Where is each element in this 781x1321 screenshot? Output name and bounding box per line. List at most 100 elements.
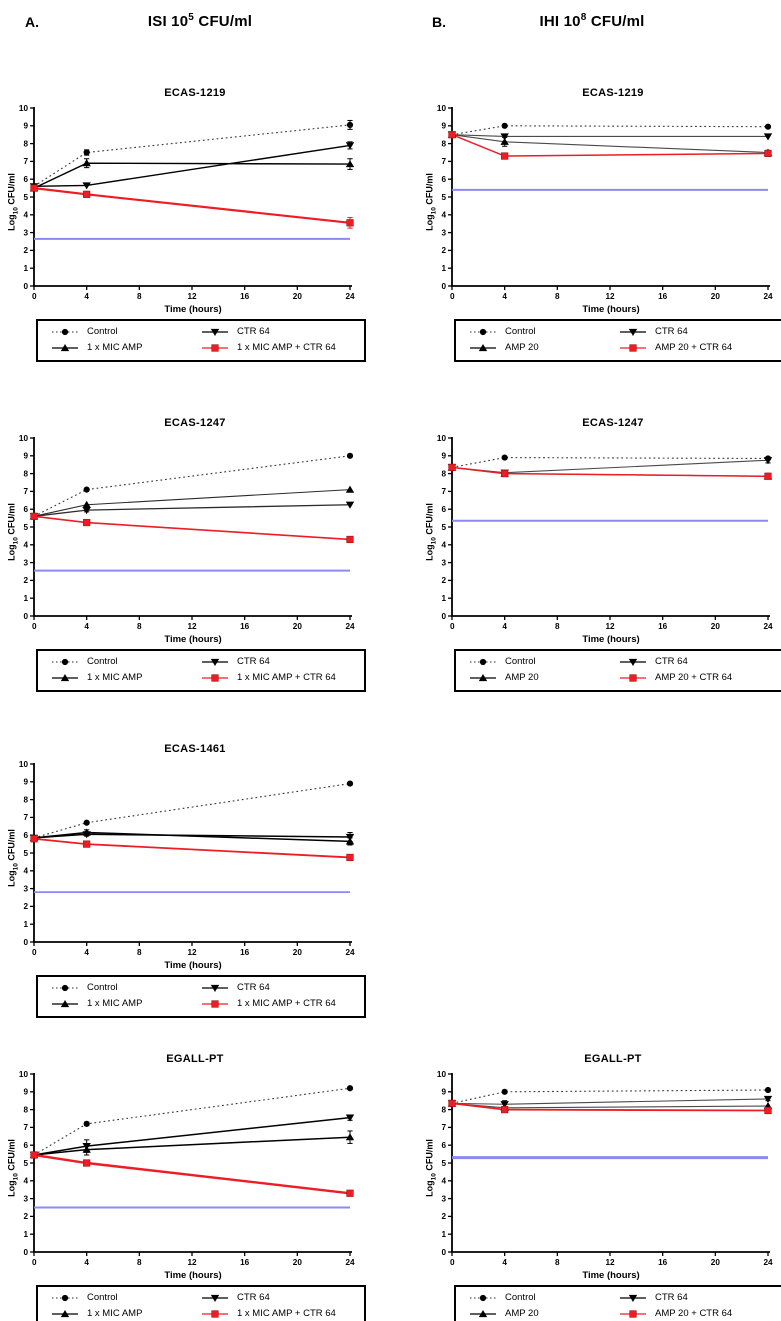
data-point-marker-triangle-down (628, 658, 638, 666)
panel-a-title-suffix: CFU/ml (194, 13, 253, 30)
y-axis-label: Log10 CFU/ml (7, 173, 20, 231)
data-point-marker-triangle-up (500, 137, 509, 145)
legend-box: Control CTR 64 AMP 20 AMP 20 + CTR 64 (454, 1285, 781, 1321)
x-axis-tick-label: 24 (763, 1258, 773, 1267)
x-axis-tick-label: 24 (345, 1258, 355, 1267)
y-axis-tick-label: 5 (23, 193, 28, 202)
legend-box: Control CTR 64 1 x MIC AMP 1 x MIC AMP + CT… (36, 319, 366, 362)
plot-wrap: 0 1 2 3 4 5 6 7 8 9 10 0 4 8 12 16 20 24 Log10 CFU/ml (418, 102, 781, 304)
x-axis-tick-label: 24 (345, 622, 355, 631)
data-point-marker-square (30, 512, 38, 520)
y-axis-tick-label: 2 (441, 246, 446, 255)
y-axis-tick-label: 0 (23, 612, 28, 621)
data-point-marker-square (30, 835, 38, 843)
data-point-marker-triangle-down (763, 133, 773, 141)
y-axis-tick-label: 6 (441, 1141, 446, 1150)
data-point-marker-square (30, 1151, 38, 1159)
legend-item: CTR 64 (618, 1291, 781, 1304)
panel-a-label: A. (25, 14, 39, 30)
panel-a-title-prefix: ISI 10 (147, 13, 189, 30)
data-point-marker-circle (83, 486, 90, 493)
data-point-marker-circle (61, 328, 69, 335)
data-point-marker-triangle-down (210, 658, 220, 666)
control-legend-icon (52, 328, 78, 335)
data-point-marker-triangle-up (82, 159, 91, 167)
x-axis-tick-label: 12 (187, 622, 197, 631)
y-axis-tick-label: 4 (23, 541, 28, 550)
legend-box: Control CTR 64 AMP 20 AMP 20 + CTR 64 (454, 319, 781, 362)
y-axis-label: Log10 CFU/ml (425, 173, 438, 231)
x-axis-tick-label: 20 (293, 1258, 303, 1267)
legend-label: 1 x MIC AMP + CTR 64 (237, 672, 336, 683)
y-axis-tick-label: 10 (19, 104, 29, 113)
legend-label: 1 x MIC AMP + CTR 64 (237, 1308, 336, 1319)
x-axis-tick-label: 16 (240, 292, 250, 301)
x-axis-tick-label: 24 (763, 622, 773, 631)
y-axis-tick-label: 4 (441, 541, 446, 550)
legend-box: Control CTR 64 1 x MIC AMP 1 x MIC AMP + CT… (36, 975, 366, 1018)
chart-cell-a-ecas-1461: ECAS-1461 0 1 2 3 4 5 6 7 8 9 10 0 4 8 12 16 20 24 Log10 CF… (0, 740, 390, 1018)
legend-item: Control (468, 1291, 618, 1304)
series-line-3 (33, 187, 351, 224)
y-axis-tick-label: 2 (23, 902, 28, 911)
y-axis-tick-label: 6 (441, 175, 446, 184)
x-axis-tick-label: 8 (555, 1258, 560, 1267)
y-axis-tick-label: 3 (23, 558, 28, 567)
series-line-2 (451, 1098, 769, 1105)
x-axis-tick-label: 4 (84, 292, 89, 301)
y-axis-tick-label: 2 (23, 246, 28, 255)
series-line-0 (33, 124, 351, 187)
legend-label: AMP 20 + CTR 64 (655, 672, 733, 683)
data-point-marker-circle (83, 1120, 90, 1127)
data-point-marker-circle (479, 1294, 487, 1301)
x-axis-tick-label: 20 (293, 292, 303, 301)
legend-label: Control (87, 1292, 118, 1303)
series-line-2 (451, 459, 769, 474)
legend-item: AMP 20 (468, 341, 618, 354)
data-point-marker-circle (83, 819, 90, 826)
y-axis-tick-label: 3 (23, 228, 28, 237)
x-axis-tick-label: 12 (187, 292, 197, 301)
y-axis-tick-label: 9 (23, 778, 28, 787)
data-point-marker-triangle-down (82, 1142, 91, 1151)
legend-item: Control (50, 1291, 200, 1304)
series-line-2 (451, 134, 768, 138)
x-axis-tick-label: 12 (605, 292, 615, 301)
y-axis-label-suffix: CFU/ml (424, 173, 435, 208)
data-point-marker-triangle-up (60, 1309, 70, 1317)
legend-item: 1 x MIC AMP + CTR 64 (200, 1307, 364, 1320)
control-legend-icon (470, 328, 496, 335)
series-line-1 (33, 1136, 351, 1156)
data-point-marker-square (211, 673, 219, 682)
y-axis-tick-label: 2 (23, 576, 28, 585)
y-axis-label-suffix: CFU/ml (424, 1139, 435, 1174)
y-axis-tick-label: 3 (23, 884, 28, 893)
data-point-marker-square (629, 673, 637, 682)
legend-item: 1 x MIC AMP (50, 1307, 200, 1320)
y-axis-tick-label: 4 (23, 1177, 28, 1186)
data-point-marker-circle (346, 121, 354, 129)
x-axis-label: Time (hours) (164, 960, 222, 971)
y-axis-tick-label: 7 (441, 157, 446, 166)
y-axis-tick-label: 4 (23, 211, 28, 220)
control-legend-icon (52, 1294, 78, 1301)
chart-cell-b-ecas-1247: ECAS-1247 0 1 2 3 4 5 6 7 8 9 10 0 4 8 12 16 20 24 Log10 CF… (418, 414, 781, 692)
legend-marker-triangle-down-icon (620, 658, 646, 666)
y-axis-tick-label: 7 (23, 813, 28, 822)
data-point-marker-triangle-down (345, 1114, 355, 1122)
data-point-marker-circle (479, 328, 487, 335)
data-point-marker-circle (346, 452, 354, 459)
y-axis-tick-label: 8 (23, 795, 28, 804)
x-axis-tick-label: 8 (137, 948, 142, 957)
y-axis-tick-label: 0 (441, 1248, 446, 1257)
legend-marker-triangle-down-icon (202, 984, 228, 992)
y-axis-tick-label: 3 (23, 1194, 28, 1203)
legend-marker-triangle-up-icon (52, 343, 78, 351)
legend-label: CTR 64 (237, 656, 270, 667)
y-axis-label-prefix: Log (6, 1180, 17, 1197)
y-axis-tick-label: 1 (441, 264, 446, 273)
y-axis-tick-label: 9 (23, 452, 28, 461)
data-point-marker-triangle-up (478, 673, 488, 681)
